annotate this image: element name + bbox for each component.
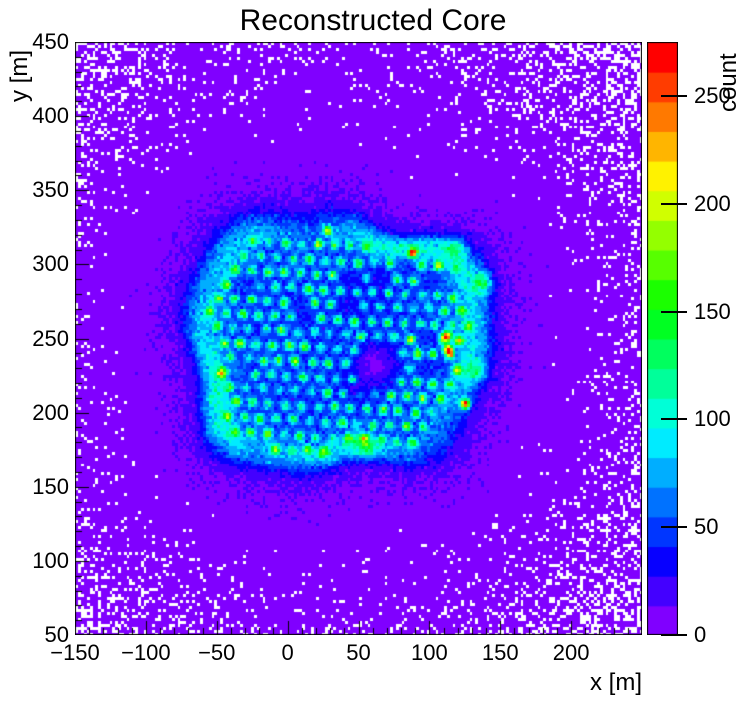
y-tick-label: 300: [32, 251, 69, 277]
colorbar-tick-label: 150: [694, 298, 731, 324]
colorbar-tick: [661, 418, 687, 421]
y-tick-label: 250: [32, 325, 69, 351]
y-tick-label: 50: [44, 622, 69, 647]
colorbar-tick: [661, 94, 687, 97]
colorbar-tick-label: 250: [694, 82, 731, 108]
x-axis-title: x [m]: [590, 669, 642, 696]
heatmap-canvas: [75, 42, 642, 635]
x-tick-label: −100: [121, 640, 171, 665]
colorbar-canvas: [647, 42, 678, 635]
colorbar-tick: [661, 526, 687, 529]
colorbar-tick-label: 100: [694, 406, 731, 432]
colorbar-tick: [661, 202, 687, 205]
colorbar-tick-label: 50: [694, 514, 719, 540]
y-axis-title: y [m]: [6, 50, 33, 102]
colorbar-tick-label: 200: [694, 190, 731, 216]
x-tick-label: −150: [50, 640, 100, 665]
x-tick-label: 100: [411, 640, 448, 665]
x-tick-label: 0: [281, 640, 294, 665]
x-tick-label: −50: [198, 640, 236, 665]
y-tick-label: 400: [32, 103, 69, 129]
y-tick-label: 350: [32, 177, 69, 203]
colorbar-tick: [661, 634, 687, 636]
plot-title: Reconstructed Core: [239, 4, 507, 37]
x-tick-label: 200: [552, 640, 590, 665]
y-tick-label: 200: [32, 399, 69, 425]
y-tick-label: 100: [32, 547, 69, 573]
x-tick-label: 50: [346, 640, 371, 665]
y-tick-label: 150: [32, 473, 69, 499]
colorbar-tick: [661, 310, 687, 313]
x-tick-label: 150: [481, 640, 519, 665]
colorbar-tick-label: 0: [694, 622, 707, 647]
y-tick-label: 450: [32, 29, 69, 54]
